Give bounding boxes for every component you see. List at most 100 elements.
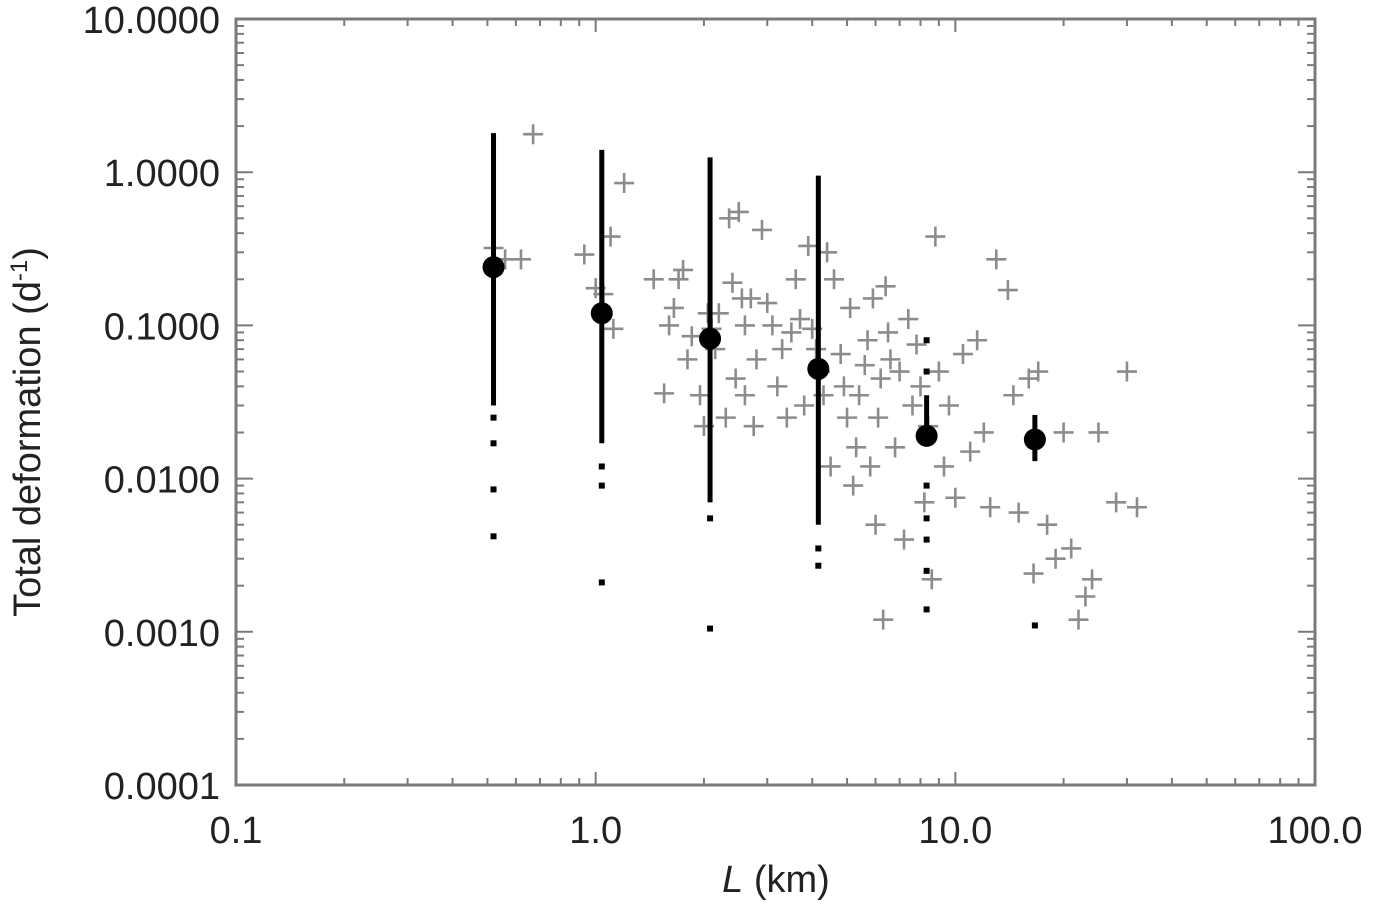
scatter-point xyxy=(1116,361,1137,382)
scatter-point xyxy=(722,272,743,293)
scatter-point xyxy=(790,309,811,330)
scatter-point xyxy=(952,344,973,365)
scatter-point xyxy=(740,288,761,309)
scatter-point xyxy=(837,407,858,428)
scatter-point xyxy=(986,249,1007,270)
scatter-point xyxy=(715,407,736,428)
scatter-point xyxy=(614,173,635,194)
scatter-point xyxy=(945,487,966,508)
scatter-point xyxy=(751,219,772,240)
scatter-point xyxy=(781,322,802,343)
bin-outlier-point xyxy=(598,482,605,489)
scatter-point xyxy=(673,259,694,280)
scatter-point xyxy=(997,280,1018,301)
scatter-point xyxy=(906,334,927,355)
scatter-point xyxy=(933,456,954,477)
bin-mean-point xyxy=(590,302,613,325)
scatter-point xyxy=(862,288,883,309)
bin-outlier-point xyxy=(815,545,822,552)
binned-range-series xyxy=(482,133,1046,632)
scatter-point xyxy=(1061,538,1082,559)
scatter-point xyxy=(734,315,755,336)
scatter-point xyxy=(654,383,675,404)
y-tick-label: 1.0000 xyxy=(104,153,220,195)
scatter-point xyxy=(898,309,919,330)
scatter-point xyxy=(725,368,746,389)
scatter-point xyxy=(925,226,946,247)
x-tick-label: 100.0 xyxy=(1267,810,1362,852)
scatter-point xyxy=(1003,385,1024,406)
scatter-point xyxy=(843,475,864,496)
scatter-point xyxy=(663,297,684,318)
scatter-point xyxy=(830,344,851,365)
bin-mean-point xyxy=(482,256,505,279)
scatter-point xyxy=(1028,361,1049,382)
scatter-point xyxy=(857,330,878,351)
bin-mean-point xyxy=(915,424,938,447)
scatter-point xyxy=(846,437,867,458)
bin-outlier-point xyxy=(923,368,930,375)
scatter-point xyxy=(1008,502,1029,523)
bin-outlier-point xyxy=(490,440,497,447)
axis-ticks xyxy=(235,18,1316,786)
scatter-point xyxy=(973,422,994,443)
scatter-point xyxy=(1106,492,1127,513)
scatter-point xyxy=(689,385,710,406)
y-axis-title: Total deformation (d-1) xyxy=(6,247,49,617)
bin-outlier-point xyxy=(1031,622,1038,629)
scatter-point xyxy=(1075,586,1096,607)
scatter-point xyxy=(668,269,689,290)
bin-outlier-point xyxy=(707,515,714,522)
plot-frame xyxy=(234,17,1317,787)
scatter-point xyxy=(854,355,875,376)
bin-mean-point xyxy=(807,357,830,380)
scatter-point xyxy=(870,368,891,389)
x-tick-label: 0.1 xyxy=(210,810,263,852)
y-tick-label: 0.0001 xyxy=(104,766,220,808)
scatter-point xyxy=(921,569,942,590)
scatter-point xyxy=(894,529,915,550)
scatter-point xyxy=(762,315,783,336)
scatter-point xyxy=(889,361,910,382)
scatter-point xyxy=(868,407,889,428)
y-tick-label: 0.0010 xyxy=(104,613,220,655)
bin-outlier-point xyxy=(923,567,930,574)
scatter-point xyxy=(960,441,981,462)
x-tick-label: 1.0 xyxy=(569,810,622,852)
scatter-point xyxy=(785,269,806,290)
scatter-point xyxy=(1088,422,1109,443)
scatter-point xyxy=(798,235,819,256)
scatter-point xyxy=(880,349,901,370)
bin-outlier-point xyxy=(490,533,497,540)
scatter-point xyxy=(734,385,755,406)
bin-outlier-point xyxy=(923,515,930,522)
scatter-point xyxy=(776,407,797,428)
scatter-point xyxy=(824,269,845,290)
scatter-point xyxy=(743,416,764,437)
scatter-point xyxy=(1127,497,1148,518)
scatter-point xyxy=(938,395,959,416)
scatter-point xyxy=(820,456,841,477)
bin-outlier-point xyxy=(923,337,930,344)
scatter-point xyxy=(875,276,896,297)
scatter-point xyxy=(967,330,988,351)
scatter-point xyxy=(1068,609,1089,630)
scatter-point xyxy=(914,492,935,513)
scatter-point xyxy=(860,456,881,477)
y-tick-label: 0.1000 xyxy=(104,306,220,348)
scatter-point xyxy=(728,201,749,222)
scatter-point xyxy=(865,514,886,535)
bin-outlier-point xyxy=(923,482,930,489)
scatter-point xyxy=(681,326,702,347)
scatter-point xyxy=(980,497,1001,518)
x-axis-title: L (km) xyxy=(722,859,830,901)
bin-outlier-point xyxy=(490,414,497,421)
scatter-point xyxy=(767,376,788,397)
scatter-point xyxy=(794,395,815,416)
axis-tick-labels: 0.1 1.0 10.0 100.0 10.0000 1.0000 0.1000 0.0100… xyxy=(83,0,1363,852)
scatter-point xyxy=(603,318,624,339)
scatter-point xyxy=(849,385,870,406)
scatter-point xyxy=(1023,563,1044,584)
x-tick-label: 10.0 xyxy=(918,810,992,852)
